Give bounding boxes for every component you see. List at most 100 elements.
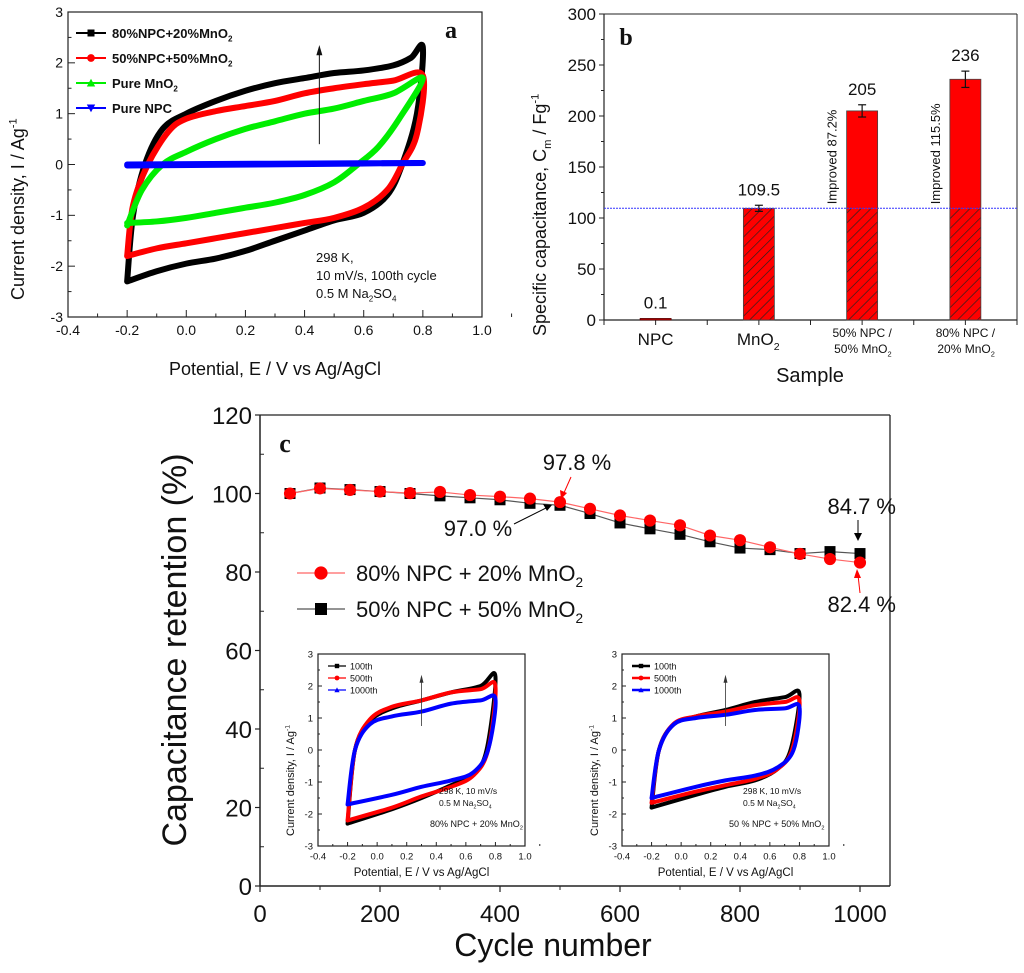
y-tick-label: 1 xyxy=(308,713,313,724)
bar-hatched xyxy=(846,208,878,320)
annotation-97-8: 97.8 % xyxy=(543,450,612,475)
x-tick-label: 0.8 xyxy=(413,322,433,338)
cv-curve-1000th xyxy=(649,702,802,800)
bar-value-label: 109.5 xyxy=(738,180,781,199)
inset-arrow-head xyxy=(419,674,424,683)
inset-legend-label: 1000th xyxy=(654,686,682,696)
bar xyxy=(639,318,672,321)
cv-curve-500th xyxy=(345,680,498,823)
legend-marker xyxy=(87,54,95,62)
y-tick-label: 120 xyxy=(212,403,252,430)
data-point xyxy=(313,482,327,495)
annotation-arrowhead xyxy=(854,533,862,541)
data-point xyxy=(703,529,717,542)
y-tick-label: 0 xyxy=(612,745,617,756)
x-tick-label: 800 xyxy=(720,901,760,928)
data-point xyxy=(644,523,656,535)
bar-improvement xyxy=(949,79,981,209)
data-point xyxy=(433,485,447,498)
condition-note: 298 K, xyxy=(316,250,354,265)
legend-label: 80% NPC + 20% MnO2 xyxy=(356,561,583,590)
inset-legend-label: 1000th xyxy=(350,686,378,696)
bar-hatched xyxy=(743,208,775,320)
improvement-label: Improved 87.2% xyxy=(825,109,840,204)
y-tick-label: -2 xyxy=(305,809,313,820)
legend-marker xyxy=(314,566,328,580)
data-point xyxy=(403,487,417,500)
x-axis-title: Sample xyxy=(776,365,844,387)
data-point xyxy=(343,483,357,497)
y-tick-label: 250 xyxy=(568,56,596,75)
category-label: MnO2 xyxy=(737,330,780,353)
x-tick-label: 0.6 xyxy=(763,852,776,863)
annotation-arrow xyxy=(513,506,549,525)
y-tick-label: 150 xyxy=(568,158,596,177)
data-point xyxy=(853,556,867,569)
data-point xyxy=(823,552,837,566)
y-tick-label: 0 xyxy=(239,874,252,901)
y-tick-label: 0 xyxy=(308,745,313,756)
inset-condition-note: 0.5 M Na2SO4 xyxy=(743,798,796,810)
category-label: 50% NPC / xyxy=(832,326,892,340)
y-tick-label: 40 xyxy=(225,717,252,744)
category-label: 50% MnO2 xyxy=(834,342,892,358)
inset-arrow-head xyxy=(723,674,728,683)
x-tick-label: 600 xyxy=(600,901,640,928)
annotation-97-0: 97.0 % xyxy=(444,516,513,541)
x-axis-title: Cycle number xyxy=(454,927,652,963)
x-axis-title: Potential, E / V vs Ag/AgCl xyxy=(169,359,381,379)
y-tick-label: 300 xyxy=(568,5,596,24)
inset-cv-2: -0.4 -0.2 0.0 0.2 0.4 0.6 0.8 1.0 -3 -2 -1 0 1 2 3 100t… xyxy=(588,649,845,879)
annotation-arrowhead xyxy=(854,569,861,578)
x-tick-label: 0.4 xyxy=(295,322,315,338)
panel-label: c xyxy=(279,429,291,458)
y-tick-label: -3 xyxy=(51,309,64,325)
annotation-84-7: 84.7 % xyxy=(828,494,897,519)
bar-hatched xyxy=(949,208,981,320)
x-tick-label: 0 xyxy=(253,901,266,928)
y-axis-title: Specific capacitance, Cm / Fg-1 xyxy=(529,94,554,336)
x-tick-label: 1000 xyxy=(833,901,886,928)
inset-legend-marker xyxy=(334,675,340,681)
annotation-arrowhead xyxy=(560,490,567,499)
inset-legend-marker xyxy=(638,675,644,681)
x-tick-label: -0.2 xyxy=(339,852,355,863)
y-tick-label: 0 xyxy=(587,311,596,330)
legend-marker xyxy=(86,104,96,113)
data-point xyxy=(824,546,836,558)
annotation-82-4: 82.4 % xyxy=(828,592,897,617)
data-point xyxy=(373,485,387,498)
data-point xyxy=(673,519,687,532)
panel-b-bar-chart: 0 50 100 150 200 250 300 0.1 NPC 109.5 MnO2 205 50% … xyxy=(529,5,1018,387)
condition-note: 0.5 M Na2SO4 xyxy=(316,286,397,304)
x-tick-label: 0.6 xyxy=(354,322,374,338)
inset-legend-label: 100th xyxy=(350,662,373,672)
y-tick-label: 100 xyxy=(568,209,596,228)
y-axis-title: Current density, I / Ag-1 xyxy=(7,118,28,300)
panel-a-cv-curves: -0.4 -0.2 0.0 0.2 0.4 0.6 0.8 1.0 -3 -2 -1 0 1 2 3 80%N… xyxy=(7,4,513,379)
data-point xyxy=(793,547,807,560)
legend-marker xyxy=(87,29,95,37)
x-tick-label: 0.2 xyxy=(400,852,413,863)
y-tick-label: -1 xyxy=(51,207,64,223)
y-tick-label: 20 xyxy=(225,796,252,823)
inset-legend-marker xyxy=(638,687,644,693)
bar-improvement xyxy=(846,110,878,209)
x-tick-label: 0.0 xyxy=(177,322,197,338)
panel-label: a xyxy=(445,18,457,44)
legend-label: Pure NPC xyxy=(112,101,173,116)
y-tick-label: 3 xyxy=(308,649,313,660)
inset-y-axis-title: Current density, I / Ag-1 xyxy=(284,725,297,836)
data-point xyxy=(283,487,297,500)
annotation-arrowhead xyxy=(543,504,552,511)
y-tick-label: 2 xyxy=(612,681,617,692)
panel-label: b xyxy=(619,25,632,51)
y-tick-label: -3 xyxy=(305,841,313,852)
inset-legend-label: 500th xyxy=(654,674,677,684)
legend-label: 50%NPC+50%MnO2 xyxy=(112,51,233,69)
legend-label: 80%NPC+20%MnO2 xyxy=(112,26,233,44)
legend-label: Pure MnO2 xyxy=(112,76,178,94)
inset-sample-label: 80% NPC + 20% MnO2 xyxy=(430,819,523,832)
y-tick-label: 1 xyxy=(55,106,63,122)
